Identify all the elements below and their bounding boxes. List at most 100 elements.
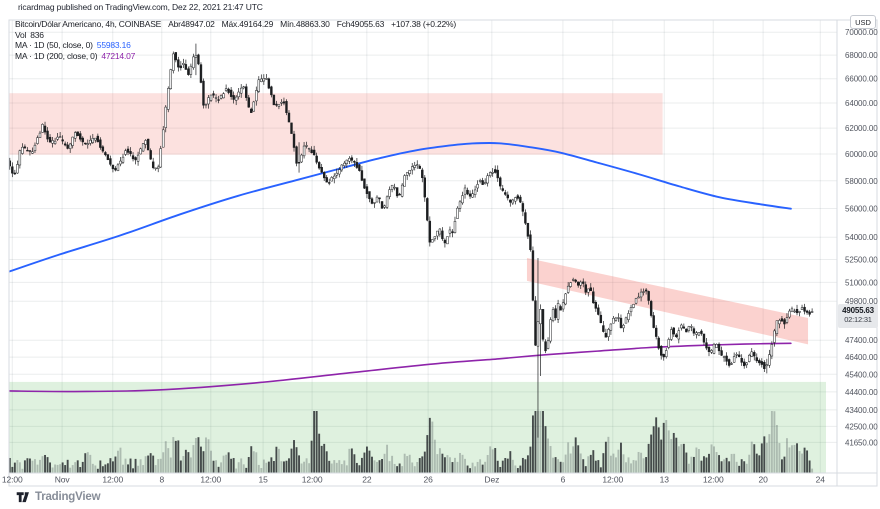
volume-bar [793, 444, 796, 473]
volume-bar [559, 461, 562, 473]
volume-bar [381, 459, 383, 473]
volume-bar [56, 464, 59, 473]
volume-value: 836 [30, 29, 44, 40]
price-axis-label: 64000.00 [845, 99, 878, 108]
volume-bar [720, 461, 723, 473]
candle-body [285, 101, 288, 113]
candle-body [687, 326, 691, 331]
volume-bar [64, 465, 67, 473]
ma200-label[interactable]: MA · 1D (200, close, 0) [15, 50, 98, 61]
chart-pane[interactable] [9, 20, 837, 473]
candle-body [290, 122, 293, 134]
candle-body [524, 212, 527, 224]
candle-body [232, 95, 235, 100]
candle-body [707, 346, 711, 352]
candle-body [13, 172, 17, 175]
candle-body [325, 177, 328, 183]
volume-bar [353, 454, 356, 473]
volume-bar [454, 457, 456, 473]
candle-body [136, 154, 140, 162]
volume-bar [28, 458, 31, 473]
candle-body [58, 136, 62, 138]
candle-body [695, 332, 698, 335]
candle-body [612, 317, 615, 324]
candle-body [154, 167, 157, 170]
candle-body [539, 309, 542, 325]
candle-body [446, 236, 449, 245]
volume-bar [338, 460, 341, 473]
volume-bar [713, 446, 715, 473]
volume-bar [139, 459, 142, 473]
candle-body [808, 311, 811, 315]
candle-body [421, 169, 424, 178]
volume-bar [132, 468, 135, 473]
candle-body [453, 221, 457, 233]
volume-bar [567, 442, 570, 473]
candle-body [722, 356, 726, 358]
volume-bar [506, 458, 509, 473]
volume-bar [240, 458, 243, 473]
candle-body [343, 162, 346, 166]
volume-bar [484, 461, 487, 473]
candle-body [126, 148, 130, 153]
volume-bar [428, 417, 431, 473]
volume-bar [197, 437, 200, 473]
volume-bar [210, 450, 212, 473]
volume-label[interactable]: Vol [15, 29, 27, 40]
volume-bar [602, 453, 605, 473]
candle-body [119, 160, 122, 165]
volume-bar [305, 458, 308, 473]
volume-bar [79, 467, 82, 473]
candle-body [63, 143, 67, 146]
candle-body [652, 315, 655, 328]
volume-bar [466, 465, 469, 473]
volume-bar [368, 450, 371, 473]
candle-body [775, 320, 779, 334]
volume-bar [262, 459, 265, 473]
currency-toggle-button[interactable]: USD [850, 15, 876, 29]
candle-body [700, 330, 703, 334]
candle-body [755, 357, 758, 362]
volume-bar [401, 466, 404, 473]
candle-body [237, 91, 240, 98]
volume-bar [207, 439, 210, 473]
price-axis-label: 47400.00 [845, 336, 878, 345]
volume-bar [366, 446, 368, 473]
volume-bar [582, 459, 585, 473]
candle-body [131, 155, 135, 160]
candle-body [74, 132, 77, 139]
volume-bar [255, 452, 258, 473]
volume-bar [690, 456, 693, 473]
volume-bar [791, 445, 793, 473]
candle-body [36, 137, 39, 144]
volume-bar [421, 456, 424, 473]
volume-bar [509, 451, 512, 473]
candle-body [433, 236, 437, 240]
price-axis-label: 68000.00 [845, 51, 878, 60]
candle-body [260, 78, 263, 82]
candle-body [340, 164, 344, 171]
candle-body [534, 300, 537, 346]
candle-body [33, 144, 37, 152]
volume-bar [315, 411, 318, 473]
ma50-label[interactable]: MA · 1D (50, close, 0) [15, 40, 93, 50]
symbol-title[interactable]: Bitcoin/Dólar Americano, 4h, COINBASE [15, 19, 162, 29]
candle-body [408, 169, 411, 174]
candle-body [710, 350, 713, 353]
candle-body [758, 360, 761, 364]
volume-bar [645, 457, 648, 473]
candle-body [682, 326, 686, 329]
volume-bar [529, 446, 532, 473]
volume-bar [728, 461, 731, 473]
volume-bar [539, 411, 542, 473]
candle-body [624, 317, 628, 324]
price-scale[interactable]: 70000.00 68000.00 66000.00 64000.00 62000.00… [845, 28, 878, 447]
candle-body [307, 147, 311, 150]
time-scale[interactable]: 12:00 Nov 12:00 8 12:00 15 12:00 22 26 Dez 6 12:00 1… [2, 475, 825, 485]
tradingview-watermark[interactable]: TradingView [16, 490, 101, 503]
volume-bar [119, 447, 122, 473]
volume-bar [652, 426, 655, 473]
volume-bar [159, 458, 162, 473]
candle-body [222, 93, 225, 99]
